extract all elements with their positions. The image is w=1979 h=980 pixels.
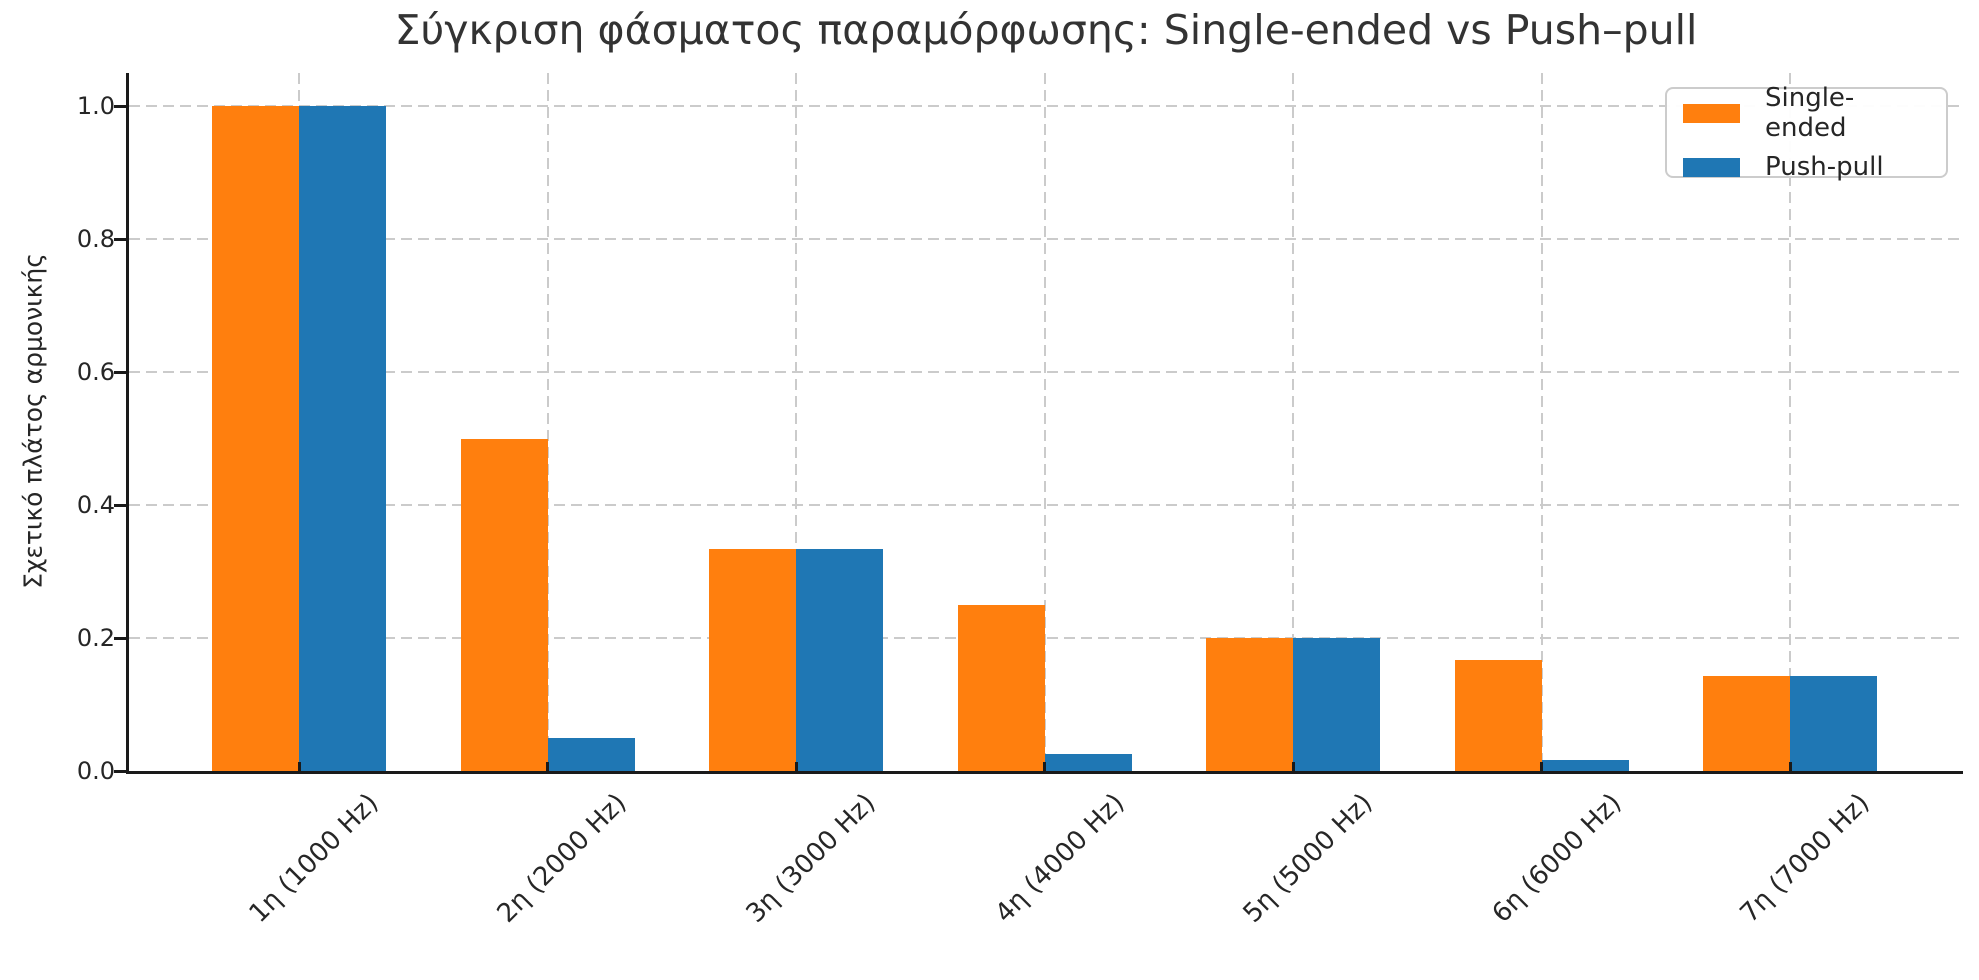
y-axis-spine — [126, 73, 129, 774]
x-tick-label: 5η (5000 Hz) — [1237, 788, 1379, 929]
h-gridline — [129, 238, 1963, 241]
y-tick — [114, 237, 127, 241]
y-tick-label: 0.6 — [76, 358, 115, 387]
bar-single-ended-4 — [957, 605, 1045, 771]
bar-push-pull-4 — [1044, 754, 1132, 771]
bar-push-pull-7 — [1790, 676, 1878, 771]
legend: Single-ended Push-pull — [1665, 83, 1948, 182]
legend-swatch-single-ended — [1683, 103, 1740, 123]
bar-push-pull-3 — [796, 549, 884, 771]
legend-item-push-pull: Push-pull — [1683, 152, 1930, 182]
x-tick-label: 2η (2000 Hz) — [491, 788, 633, 929]
bar-push-pull-5 — [1293, 638, 1381, 771]
x-tick — [1291, 762, 1295, 771]
legend-label-single-ended: Single-ended — [1765, 83, 1855, 143]
y-tick-label: 0.8 — [76, 225, 115, 254]
bar-single-ended-5 — [1206, 638, 1294, 771]
y-tick-label: 0.4 — [76, 491, 115, 520]
x-tick — [297, 762, 301, 771]
x-axis-spine — [126, 771, 1963, 774]
legend-label-push-pull: Push-pull — [1765, 152, 1884, 182]
v-gridline — [1789, 73, 1792, 771]
x-tick — [1043, 762, 1047, 771]
x-tick-label: 4η (4000 Hz) — [989, 788, 1130, 929]
bar-single-ended-2 — [460, 439, 548, 771]
bar-push-pull-6 — [1541, 760, 1629, 771]
x-tick — [546, 762, 550, 771]
bar-single-ended-6 — [1454, 660, 1542, 771]
y-tick-label: 1.0 — [76, 92, 115, 121]
chart-title: Σύγκριση φάσματος παραμόρφωσης: Single-e… — [394, 6, 1698, 54]
x-tick-label: 7η (7000 Hz) — [1734, 788, 1876, 929]
y-tick — [114, 104, 127, 108]
h-gridline — [129, 504, 1963, 507]
v-gridline — [1292, 73, 1295, 771]
h-gridline — [129, 105, 1963, 108]
bar-push-pull-2 — [547, 738, 635, 771]
x-tick — [1540, 762, 1544, 771]
bar-single-ended-3 — [709, 549, 797, 771]
legend-swatch-push-pull — [1683, 157, 1740, 177]
v-gridline — [1540, 73, 1543, 771]
legend-item-single-ended: Single-ended — [1683, 83, 1930, 143]
y-tick — [114, 636, 127, 640]
v-gridline — [1043, 73, 1046, 771]
bar-push-pull-1 — [299, 106, 386, 771]
y-axis-label: Σχετικό πλάτος αρμονικής — [18, 253, 48, 589]
v-gridline — [546, 73, 549, 771]
y-tick — [114, 370, 127, 374]
x-tick-label: 3η (3000 Hz) — [740, 788, 882, 929]
x-tick-label: 6η (6000 Hz) — [1486, 788, 1628, 929]
x-tick — [1788, 762, 1792, 771]
y-tick — [114, 503, 127, 507]
plot-area — [114, 73, 1963, 774]
x-tick — [794, 762, 798, 771]
bar-single-ended-1 — [212, 106, 299, 771]
v-gridline — [795, 73, 798, 771]
x-tick-label: 1η (1000 Hz) — [243, 788, 385, 929]
h-gridline — [129, 371, 1963, 374]
h-gridline — [129, 637, 1963, 640]
y-tick-label: 0.2 — [76, 624, 115, 653]
y-tick — [114, 769, 127, 773]
bar-single-ended-7 — [1703, 676, 1791, 771]
y-tick-label: 0.0 — [76, 757, 115, 785]
